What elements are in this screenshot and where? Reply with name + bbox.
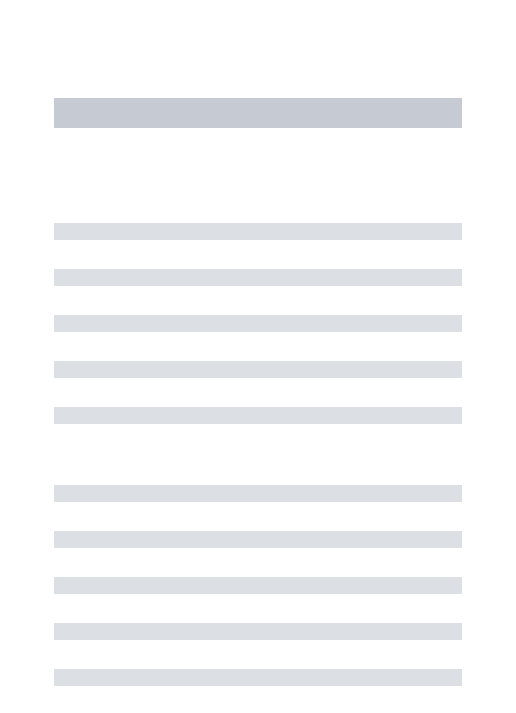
skeleton-line: [54, 531, 462, 548]
skeleton-line: [54, 577, 462, 594]
skeleton-line: [54, 361, 462, 378]
skeleton-page: [0, 0, 516, 713]
skeleton-title-bar: [54, 98, 462, 128]
skeleton-line: [54, 315, 462, 332]
skeleton-line: [54, 407, 462, 424]
skeleton-line: [54, 485, 462, 502]
skeleton-line: [54, 269, 462, 286]
skeleton-line: [54, 669, 462, 686]
skeleton-line: [54, 623, 462, 640]
skeleton-line: [54, 223, 462, 240]
